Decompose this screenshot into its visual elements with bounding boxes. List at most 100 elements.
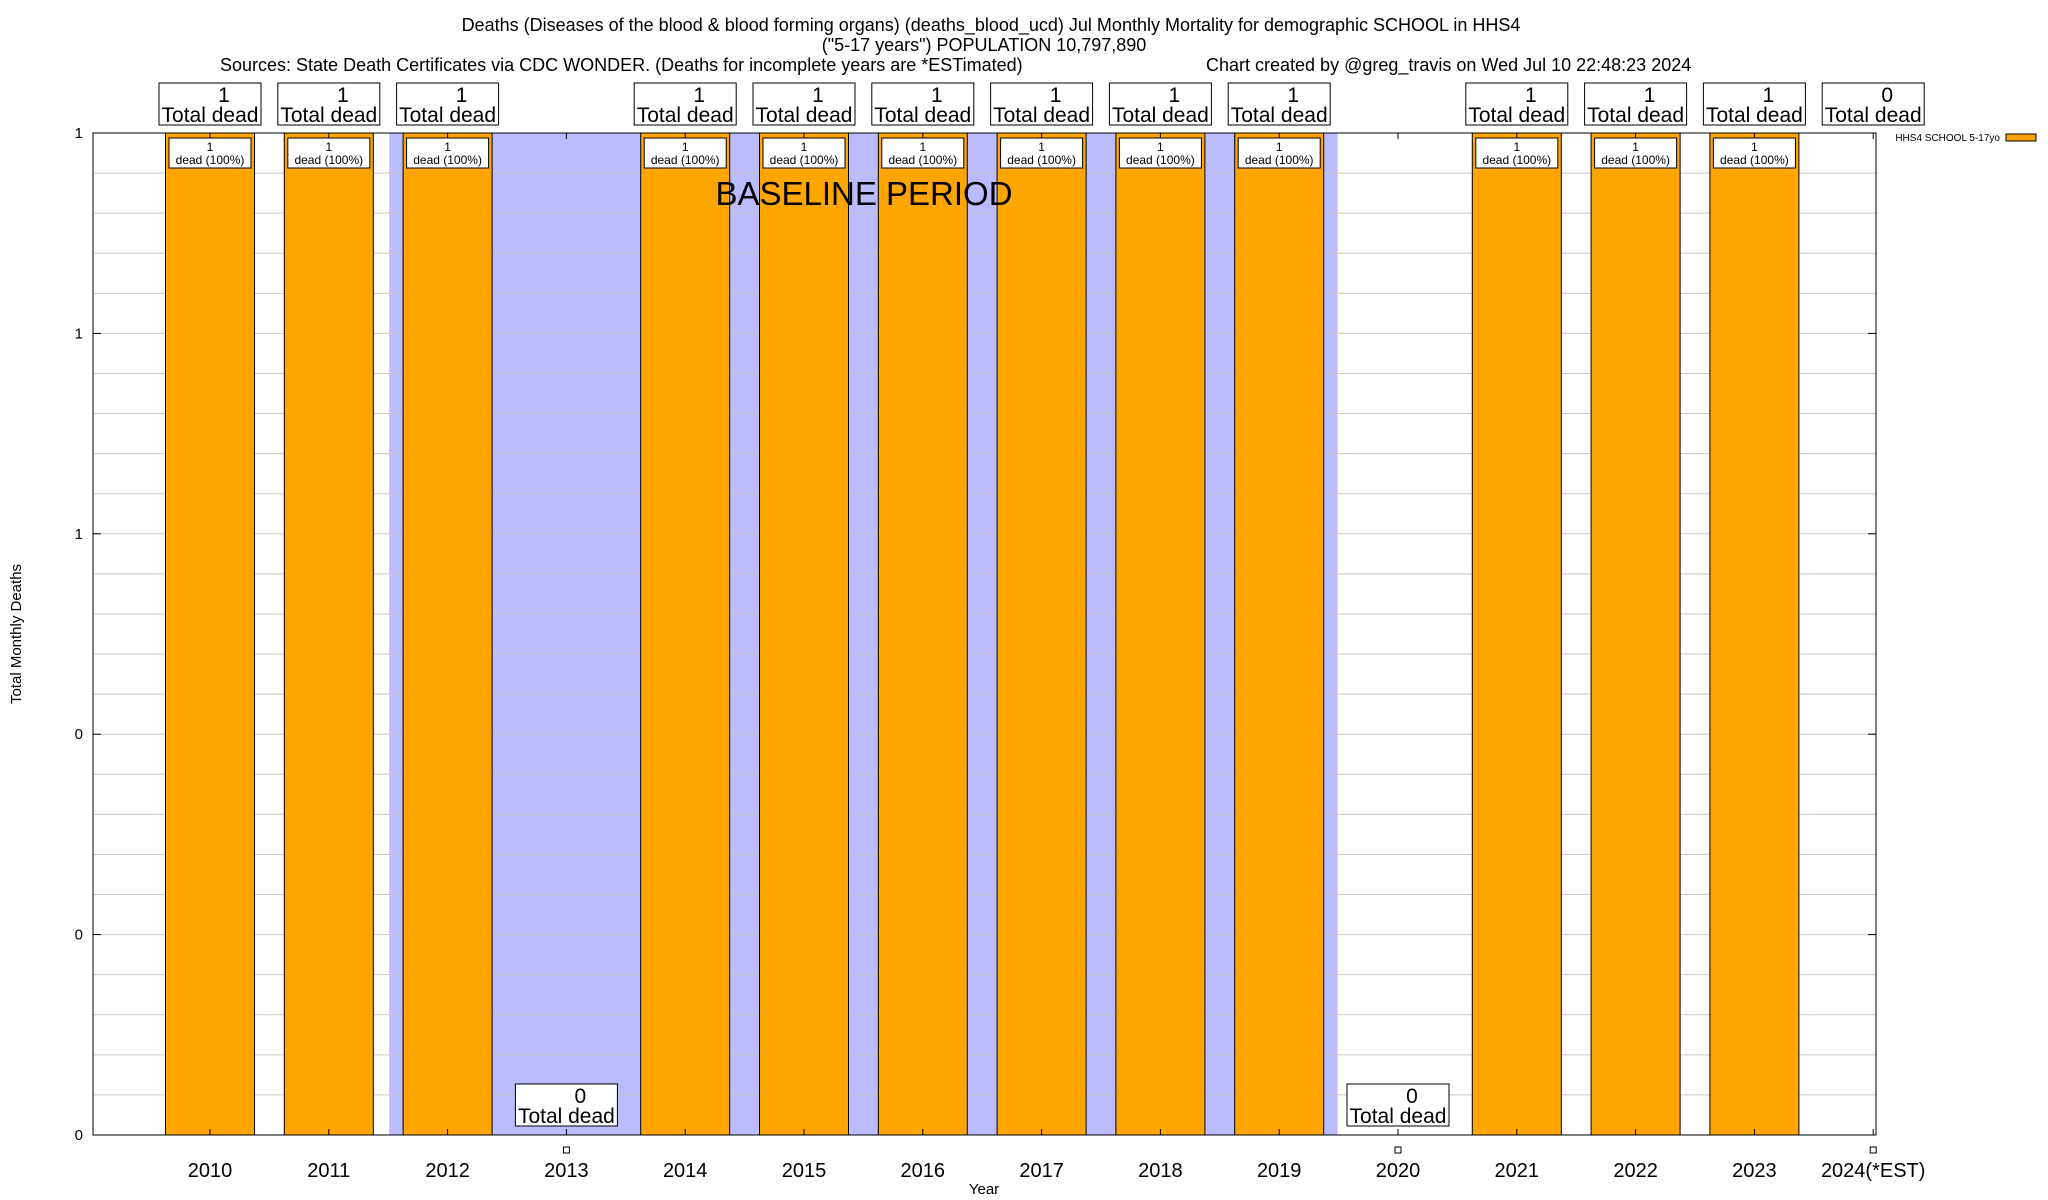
zero-marker bbox=[1394, 1146, 1402, 1154]
bar bbox=[283, 132, 374, 1136]
y-axis-label: Total Monthly Deaths bbox=[8, 564, 25, 704]
total-label-text: Total dead bbox=[1825, 104, 1922, 127]
inbar-label-value: 1 bbox=[1751, 140, 1758, 154]
chart-title-line-1: Deaths (Diseases of the blood & blood fo… bbox=[462, 15, 1521, 36]
total-label-box bbox=[514, 1083, 618, 1127]
inbar-label-box bbox=[168, 137, 252, 169]
x-tick-label: 2011 bbox=[307, 1160, 350, 1182]
total-label-text: Total dead bbox=[1706, 104, 1803, 127]
total-label-value: 1 bbox=[456, 84, 468, 107]
y-tick-label: 0 bbox=[75, 927, 83, 944]
bar bbox=[759, 132, 849, 1136]
total-label-text: Total dead bbox=[280, 104, 377, 127]
x-tick-label: 2012 bbox=[425, 1160, 470, 1182]
total-label-value: 1 bbox=[931, 84, 943, 107]
y-tick-label: 1 bbox=[75, 125, 83, 142]
total-label-box bbox=[1108, 82, 1212, 126]
x-tick-label: 2017 bbox=[1019, 1160, 1064, 1182]
bar bbox=[996, 132, 1087, 1136]
total-label-box bbox=[871, 82, 975, 126]
total-label-value: 1 bbox=[1050, 84, 1062, 107]
total-label-value: 1 bbox=[1763, 84, 1775, 107]
zero-marker bbox=[562, 1146, 570, 1154]
inbar-label-text: dead (100%) bbox=[888, 153, 957, 167]
inbar-label-value: 1 bbox=[1038, 140, 1045, 154]
inbar-label-text: dead (100%) bbox=[1601, 153, 1670, 167]
bar bbox=[402, 132, 493, 1136]
plot-frame bbox=[92, 132, 1877, 1136]
bars bbox=[165, 132, 1877, 1154]
inbar-label-value: 1 bbox=[207, 140, 214, 154]
credit-text: Chart created by @greg_travis on Wed Jul… bbox=[1206, 55, 1691, 76]
x-tick-label: 2016 bbox=[901, 1160, 946, 1182]
total-label-text: Total dead bbox=[1350, 1105, 1447, 1128]
bar bbox=[877, 132, 968, 1136]
inbar-label-text: dead (100%) bbox=[1126, 153, 1195, 167]
total-label-value: 1 bbox=[1644, 84, 1656, 107]
total-label-text: Total dead bbox=[399, 104, 496, 127]
bar bbox=[165, 132, 255, 1136]
inbar-label-value: 1 bbox=[801, 140, 808, 154]
total-label-value: 1 bbox=[218, 84, 230, 107]
total-label-text: Total dead bbox=[756, 104, 853, 127]
inbar-label-text: dead (100%) bbox=[1245, 153, 1314, 167]
total-label-value: 1 bbox=[1169, 84, 1181, 107]
y-tick-label: 0 bbox=[75, 726, 83, 743]
x-tick-label: 2015 bbox=[782, 1160, 827, 1182]
legend-swatch bbox=[2005, 133, 2037, 142]
inbar-label-text: dead (100%) bbox=[1720, 153, 1789, 167]
x-tick-label: 2013 bbox=[544, 1160, 589, 1182]
baseline-period-label: BASELINE PERIOD bbox=[715, 175, 1012, 212]
y-tick-label: 1 bbox=[75, 325, 83, 342]
inbar-label-text: dead (100%) bbox=[1007, 153, 1076, 167]
inbar-label-value: 1 bbox=[1157, 140, 1164, 154]
legend: HHS4 SCHOOL 5-17yo bbox=[1895, 133, 2037, 144]
total-label-value: 1 bbox=[1287, 84, 1299, 107]
total-label-text: Total dead bbox=[1231, 104, 1328, 127]
x-tick-label: 2014 bbox=[663, 1160, 708, 1182]
total-label-box bbox=[633, 82, 737, 126]
total-label-box bbox=[1346, 1083, 1450, 1127]
inbar-label-box bbox=[1237, 137, 1321, 169]
total-label-text: Total dead bbox=[1587, 104, 1684, 127]
total-label-box bbox=[277, 82, 381, 126]
inbar-label-box bbox=[1475, 137, 1559, 169]
zero-marker bbox=[1869, 1146, 1877, 1154]
total-label-box bbox=[990, 82, 1094, 126]
inbar-label-box bbox=[762, 137, 846, 169]
inbar-label-box bbox=[406, 137, 490, 169]
inbar-label-box bbox=[1712, 137, 1796, 169]
total-label-text: Total dead bbox=[993, 104, 1090, 127]
y-tick-label: 1 bbox=[75, 526, 83, 543]
x-tick-label: 2022 bbox=[1613, 1160, 1658, 1182]
total-label-box bbox=[1702, 82, 1806, 126]
total-label-box bbox=[1821, 82, 1925, 126]
inbar-label-box bbox=[287, 137, 371, 169]
total-label-text: Total dead bbox=[518, 1105, 615, 1128]
inbar-label-box bbox=[1118, 137, 1202, 169]
inbar-label-value: 1 bbox=[1513, 140, 1520, 154]
total-label-value: 1 bbox=[812, 84, 824, 107]
inbar-label-value: 1 bbox=[1632, 140, 1639, 154]
